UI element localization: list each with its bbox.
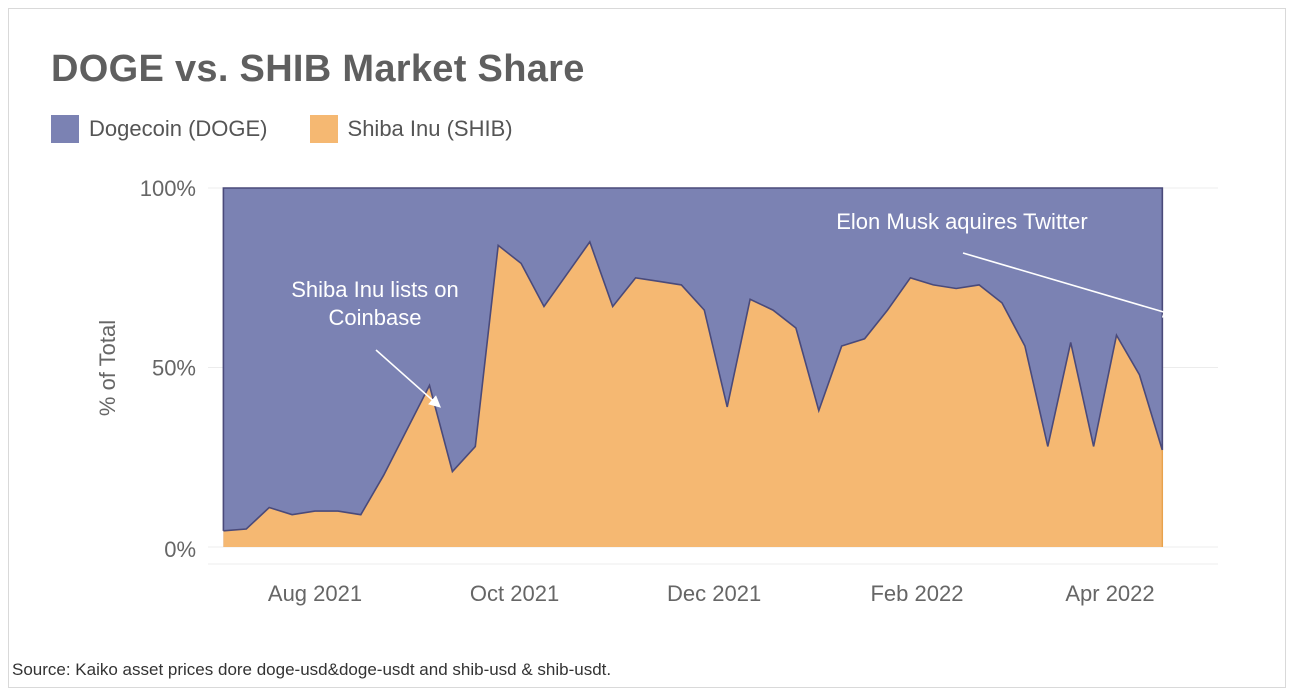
legend-label-doge: Dogecoin (DOGE)	[89, 116, 268, 141]
legend-swatch-doge	[51, 115, 79, 143]
chart-title: DOGE vs. SHIB Market Share	[51, 48, 585, 90]
x-tick-label-aug-2021: Aug 2021	[268, 581, 362, 606]
area-shib	[223, 241, 1163, 547]
y-axis-label: % of Total	[95, 320, 120, 416]
y-tick-label-100: 100%	[140, 176, 196, 201]
annotation-coinbase-line-1: Shiba Inu lists on	[291, 277, 459, 302]
legend-item-shib[interactable]: Shiba Inu (SHIB)	[309, 115, 513, 143]
y-tick-label-0: 0%	[164, 537, 196, 562]
legend-label-shib: Shiba Inu (SHIB)	[347, 116, 513, 141]
x-tick-label-apr-2022: Apr 2022	[1065, 581, 1154, 606]
annotation-twitter-arrow	[962, 252, 1175, 318]
legend-swatch-shib	[309, 115, 338, 143]
x-tick-label-feb-2022: Feb 2022	[870, 581, 963, 606]
annotation-twitter: Elon Musk aquires Twitter	[836, 209, 1087, 234]
series-boundary-line	[223, 240, 1164, 532]
source-note: Source: Kaiko asset prices dore doge-usd…	[12, 660, 612, 679]
annotation-coinbase-arrow	[375, 349, 442, 408]
area-doge-outline	[222, 187, 1164, 531]
x-tick-label-oct-2021: Oct 2021	[470, 581, 559, 606]
y-tick-label-50: 50%	[152, 356, 196, 381]
x-tick-label-dec-2021: Dec 2021	[667, 581, 761, 606]
annotation-coinbase-line-2: Coinbase	[329, 305, 422, 330]
legend-item-doge[interactable]: Dogecoin (DOGE)	[51, 115, 268, 143]
legend: Dogecoin (DOGE) Shiba Inu (SHIB)	[51, 115, 555, 143]
